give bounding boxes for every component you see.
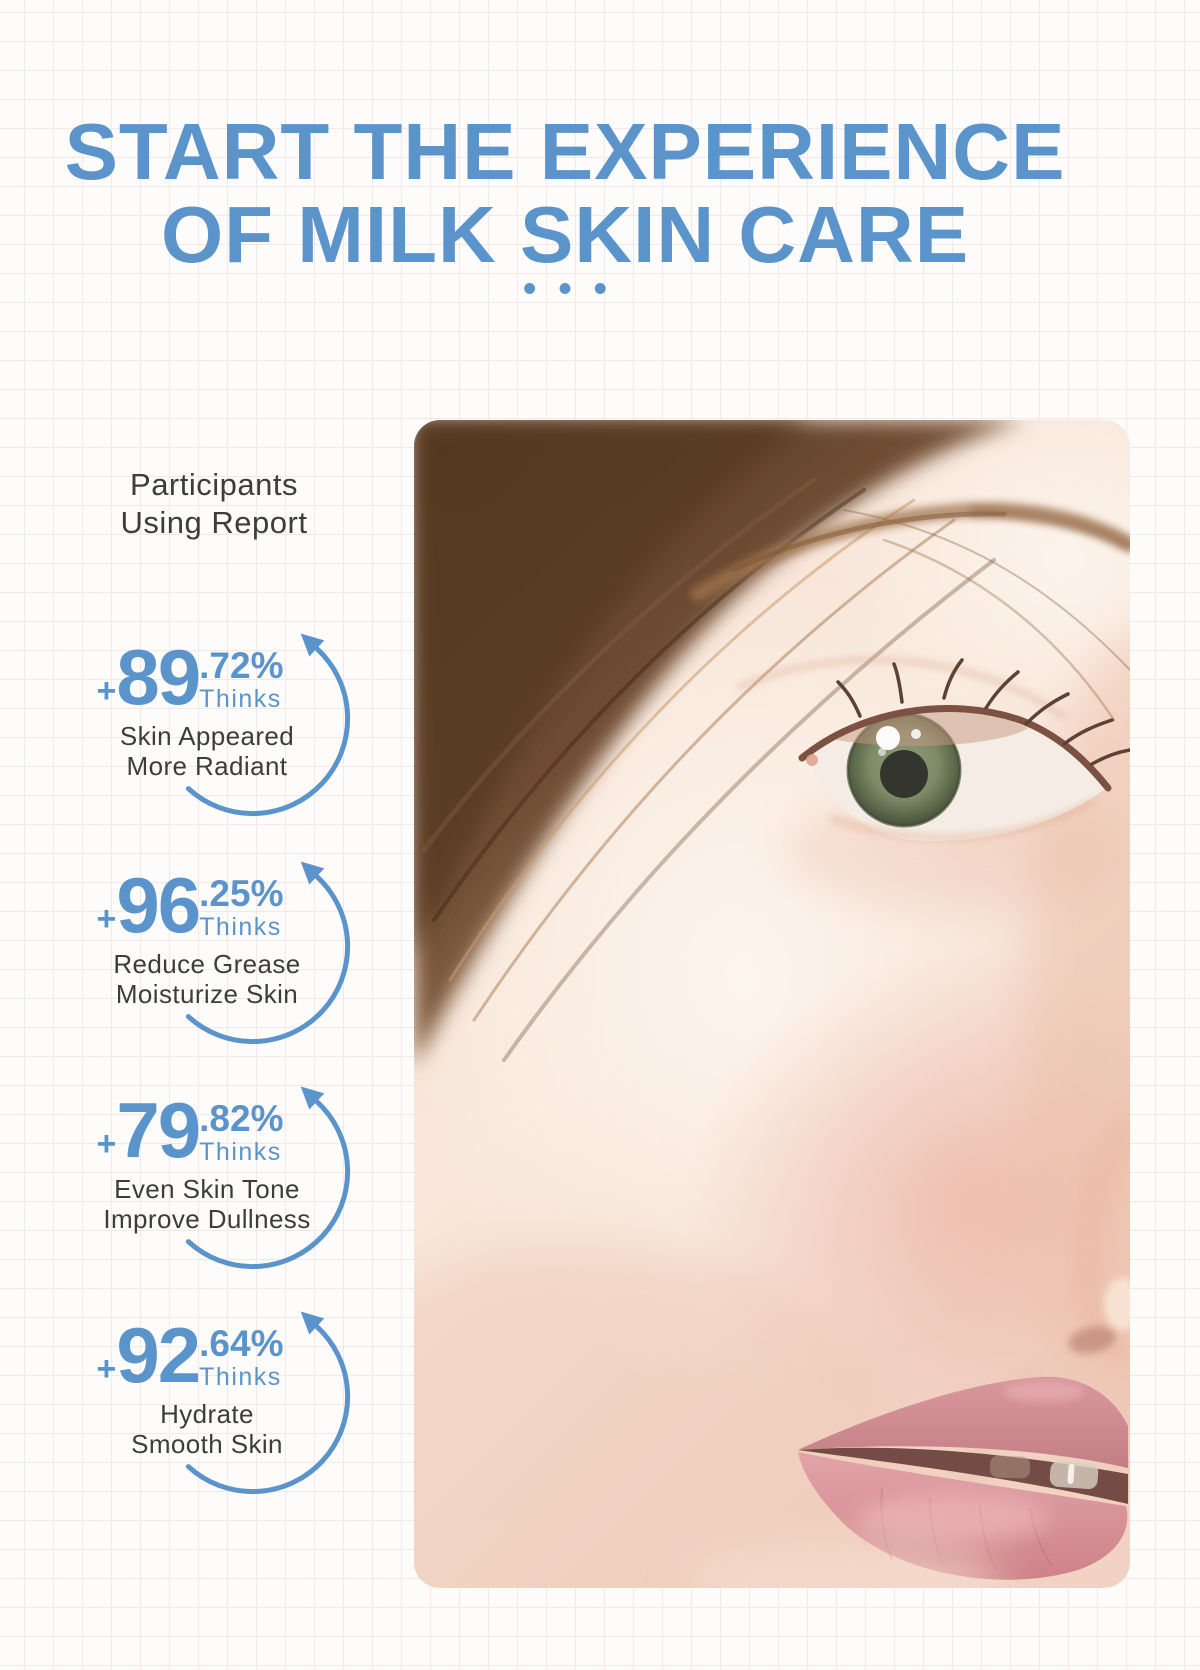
model-face-photo [414,420,1130,1588]
chin-highlight [684,1540,1004,1588]
stat-value-row: + 92 .64% Thinks [73,1311,355,1399]
stat-qualifier: Thinks [199,685,282,713]
stat-value: 92 [116,1311,201,1399]
plus-sign: + [96,1125,117,1163]
stat-qualifier: Thinks [199,913,282,941]
page-title: START THE EXPERIENCE OF MILK SKIN CARE [0,107,1130,280]
ellipsis-dots-icon: ••• [523,268,629,311]
eyelid-crease [736,657,1068,721]
plus-sign: + [96,672,117,710]
eyebrow [690,502,1130,602]
stat-value-row: + 89 .72% Thinks [73,633,355,721]
banner-header: START THE EXPERIENCE OF MILK SKIN CARE •… [0,107,1130,311]
arrow-arc-icon [185,861,351,1045]
stat-fraction: .82% [199,1098,284,1139]
eye [798,658,1130,842]
stat-description: Hydrate Smooth Skin [131,1398,283,1460]
arrow-arc-icon [185,1311,351,1495]
stat-value-row: + 96 .25% Thinks [73,861,355,949]
stat-fraction: .64% [199,1323,284,1364]
report-heading-line-2: Using Report [120,505,308,541]
face-illustration [414,420,1130,1588]
report-heading-line-1: Participants [130,467,298,502]
nose [1068,1115,1130,1368]
stat-qualifier: Thinks [199,1363,282,1391]
title-line-2: OF MILK SKIN CARE [160,190,970,280]
stat-value: 79 [116,1086,201,1174]
report-heading: Participants Using Report [73,466,355,543]
plus-sign: + [96,900,117,938]
stat-description: Reduce Grease Moisturize Skin [113,948,301,1010]
stat-description: Even Skin Tone Improve Dullness [103,1173,311,1235]
stat-block-tone: + 79 .82% Thinks Even Skin Tone Improve … [73,1051,355,1276]
stat-block-moisture: + 96 .25% Thinks Reduce Grease Moisturiz… [73,826,355,1051]
arrow-arc-icon [185,633,351,817]
stat-value: 89 [116,633,201,721]
plus-sign: + [96,1350,117,1388]
stat-qualifier: Thinks [199,1138,282,1166]
stat-fraction: .72% [199,645,284,686]
stat-value-row: + 79 .82% Thinks [73,1086,355,1174]
arrow-arc-icon [185,1086,351,1270]
stat-fraction: .25% [199,873,284,914]
stat-value: 96 [116,861,201,949]
title-line-1: START THE EXPERIENCE [64,107,1066,196]
stat-block-hydrate: + 92 .64% Thinks Hydrate Smooth Skin [73,1276,355,1501]
stat-block-radiance: + 89 .72% Thinks Skin Appeared More Radi… [73,598,355,823]
stat-description: Skin Appeared More Radiant [119,720,295,782]
